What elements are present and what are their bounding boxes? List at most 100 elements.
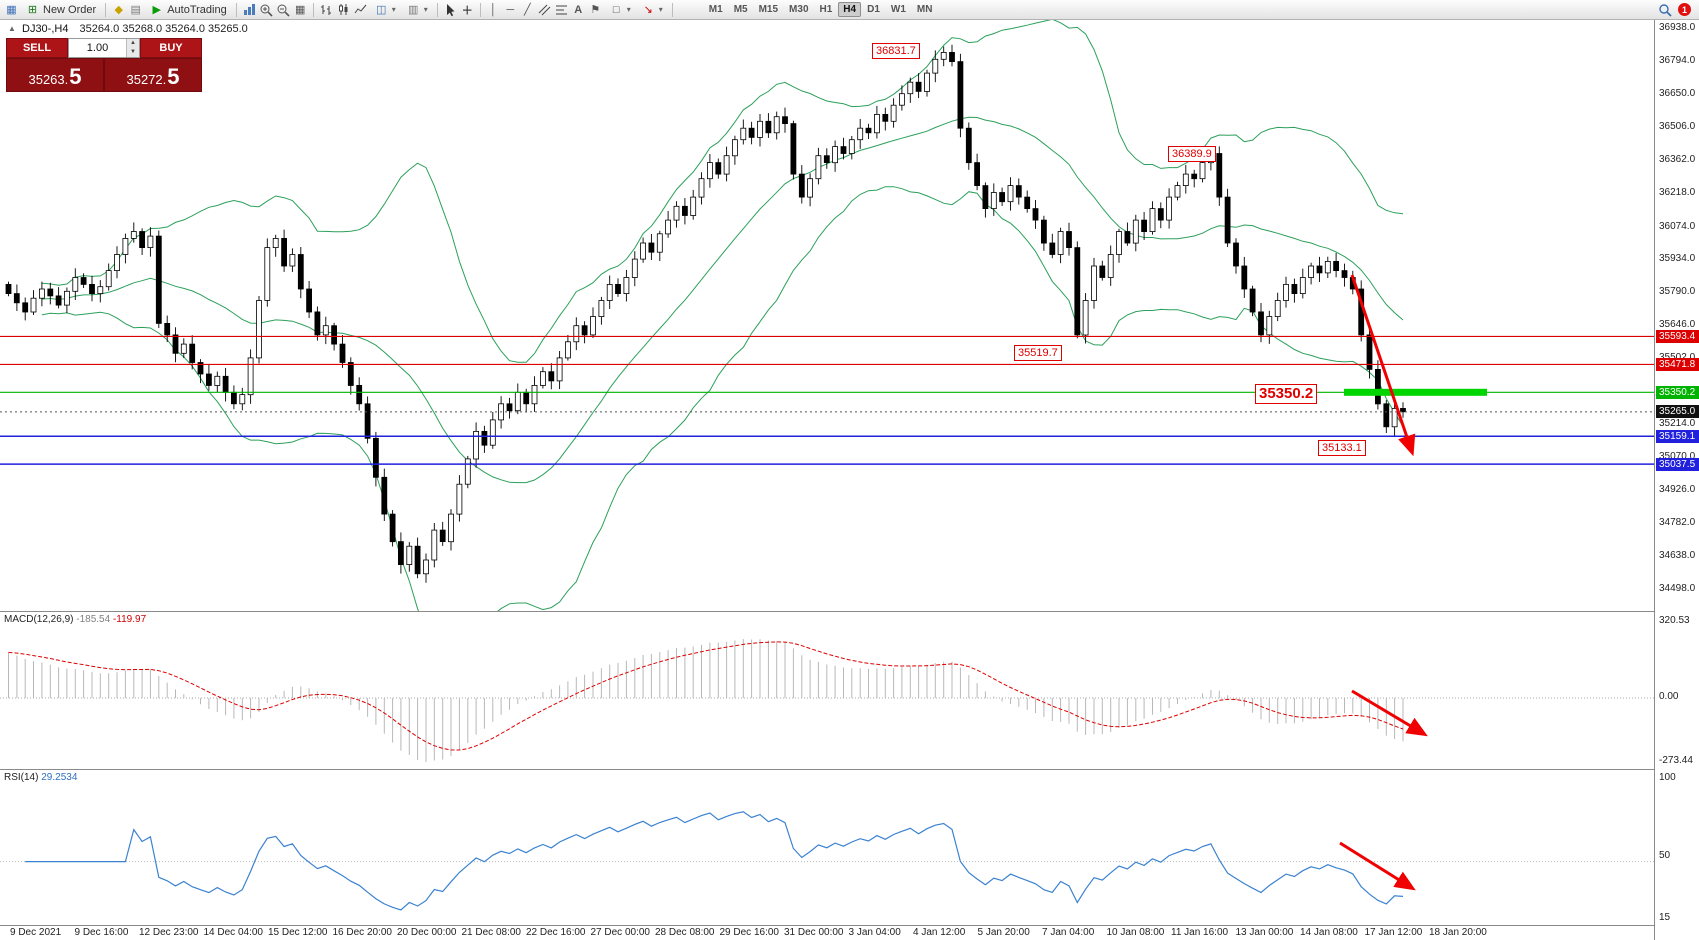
candlestick-chart-type-icon[interactable] [336, 2, 351, 17]
rsi-scale-min: 15 [1659, 912, 1671, 923]
shapes-dropdown[interactable]: □ ▾ [605, 1, 635, 18]
chevron-down-icon: ▾ [423, 5, 428, 14]
chevron-down-icon: ▾ [658, 5, 663, 14]
crosshair-icon[interactable]: ＋ [461, 4, 473, 17]
cursor-icon[interactable] [443, 2, 458, 17]
toolbar-separator [105, 2, 107, 17]
time-label: 18 Jan 20:00 [1429, 927, 1487, 938]
price-tick-label: 34638.0 [1659, 550, 1696, 562]
chevron-down-icon: ▾ [391, 5, 396, 14]
timeframe-m15[interactable]: M15 [758, 4, 779, 15]
bar-chart-type-icon[interactable] [319, 2, 334, 17]
timeframe-mn[interactable]: MN [916, 4, 933, 15]
price-callout: 35350.2 [1255, 384, 1318, 404]
price-callout: 35133.1 [1318, 440, 1366, 456]
trendline-tool-icon[interactable]: ╱ [523, 4, 531, 16]
fibonacci-tool-icon[interactable] [554, 2, 569, 17]
pane-divider[interactable] [0, 611, 1699, 612]
time-label: 28 Dec 08:00 [655, 927, 715, 938]
expert-advisors-icon[interactable]: ◆ [114, 4, 123, 16]
macd-scale-max: 320.53 [1659, 615, 1690, 626]
main-chart-canvas[interactable] [0, 20, 1654, 611]
tile-windows-icon[interactable]: ▦ [295, 4, 306, 16]
chevron-down-icon: ▾ [626, 5, 631, 14]
price-tick-label: 36218.0 [1659, 187, 1696, 199]
window-icon: ▦ [6, 4, 17, 16]
rsi-label: RSI(14) 29.2534 [4, 772, 78, 783]
sell-button[interactable]: SELL [6, 38, 68, 58]
channel-tool-icon[interactable] [537, 2, 552, 17]
text-label-tool-icon[interactable]: ⚑ [590, 4, 601, 16]
price-tick-label: 36362.0 [1659, 154, 1696, 166]
price-tick-label: 36074.0 [1659, 220, 1696, 232]
time-axis[interactable]: 9 Dec 2021 9 Dec 16:00 12 Dec 23:00 14 Dec … [0, 926, 1654, 940]
level-price-badge: 35350.2 [1656, 385, 1699, 399]
level-price-badge: 35593.4 [1656, 329, 1699, 343]
timeframe-h4[interactable]: H4 [838, 2, 862, 17]
text-tool-icon[interactable]: A [574, 3, 583, 16]
autotrading-label: AutoTrading [167, 3, 227, 16]
time-label: 31 Dec 00:00 [784, 927, 844, 938]
new-chart-dropdown[interactable]: ◫ ▾ [370, 1, 400, 18]
volume-decrement-button[interactable]: ▼ [127, 48, 139, 57]
one-click-trading-panel: SELL 1.00 ▲ ▼ BUY 35263. 5 35272. 5 [6, 38, 202, 92]
symbol-name: DJ30-,H4 [22, 23, 69, 35]
toolbar-separator [312, 2, 314, 17]
zoom-out-icon[interactable] [276, 2, 291, 17]
scripts-icon[interactable]: ▤ [130, 4, 141, 16]
price-scale[interactable]: 36938.0 36794.0 36650.0 36506.0 36362.0 36218… [1654, 20, 1699, 940]
current-price-badge: 35265.0 [1656, 405, 1699, 419]
volume-field[interactable]: 1.00 ▲ ▼ [68, 38, 140, 58]
macd-scale-min: -273.44 [1659, 755, 1693, 766]
volume-increment-button[interactable]: ▲ [127, 39, 139, 48]
price-callout: 36831.7 [872, 43, 920, 59]
level-price-badge: 35037.5 [1656, 457, 1699, 471]
timeframe-m5[interactable]: M5 [733, 4, 748, 15]
timeframe-m1[interactable]: M1 [708, 4, 723, 15]
macd-pane-canvas[interactable] [0, 612, 1654, 769]
price-tick-label: 35502.0 [1655, 352, 1699, 363]
zoom-in-icon[interactable] [259, 2, 274, 17]
pane-divider [0, 925, 1699, 926]
notification-badge[interactable]: 1 [1678, 3, 1691, 16]
pane-divider[interactable] [0, 769, 1699, 770]
buy-price[interactable]: 35272. 5 [104, 58, 202, 92]
line-chart-type-icon[interactable] [353, 2, 368, 17]
timeframe-m30[interactable]: M30 [789, 4, 809, 15]
one-click-collapse-arrow[interactable]: ▲ [8, 24, 16, 33]
chart-title: DJ30-,H4 35264.0 35268.0 35264.0 35265.0 [22, 23, 248, 35]
autotrading-button[interactable]: ▶ AutoTrading [145, 1, 231, 18]
horizontal-line-tool-icon[interactable]: ─ [506, 3, 515, 16]
toolbar-separator [436, 2, 438, 17]
time-label: 20 Dec 00:00 [397, 927, 457, 938]
arrows-dropdown[interactable]: ↘ ▾ [637, 1, 667, 18]
search-icon[interactable] [1657, 2, 1672, 17]
rsi-pane-canvas[interactable] [0, 770, 1654, 925]
timeframe-d1[interactable]: D1 [867, 4, 880, 15]
timeframe-h1[interactable]: H1 [819, 4, 833, 15]
level-price-badge: 35159.1 [1656, 429, 1699, 443]
new-order-button[interactable]: ⊞ New Order [21, 1, 100, 18]
volume-value[interactable]: 1.00 [86, 42, 109, 54]
price-tick-label: 36506.0 [1659, 121, 1696, 133]
time-label: 4 Jan 12:00 [913, 927, 966, 938]
price-callout: 35519.7 [1014, 345, 1062, 361]
time-label: 11 Jan 16:00 [1171, 927, 1229, 938]
arrows-icon: ↘ [643, 4, 653, 16]
toolbar-separator [671, 2, 673, 17]
time-label: 9 Dec 16:00 [74, 927, 129, 938]
indicators-icon[interactable] [242, 2, 257, 17]
timeframe-w1[interactable]: W1 [890, 4, 906, 15]
price-tick-label: 36794.0 [1659, 55, 1696, 67]
buy-button[interactable]: BUY [140, 38, 202, 58]
price-tick-label: 35646.0 [1659, 318, 1696, 330]
rsi-scale-max: 100 [1659, 772, 1676, 783]
vertical-line-tool-icon[interactable]: │ [489, 3, 497, 16]
rsi-scale-mid: 50 [1659, 850, 1671, 861]
time-label: 21 Dec 08:00 [461, 927, 522, 938]
sell-price[interactable]: 35263. 5 [6, 58, 104, 92]
profiles-dropdown[interactable]: ▥ ▾ [402, 1, 432, 18]
price-tick-label: 36650.0 [1659, 88, 1696, 100]
time-label: 29 Dec 16:00 [719, 927, 780, 938]
price-tick-label: 34926.0 [1659, 484, 1696, 496]
